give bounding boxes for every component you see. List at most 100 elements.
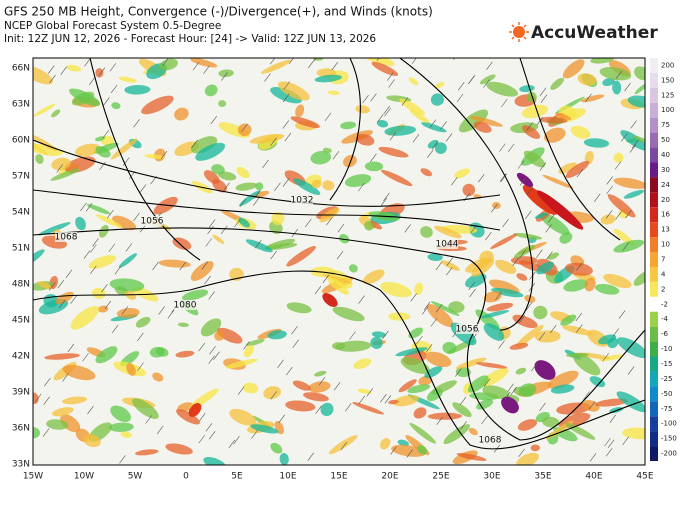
blob: [536, 190, 584, 230]
blob: [94, 136, 106, 142]
blob: [181, 289, 209, 301]
wind-barb: [607, 439, 615, 448]
wind-barb: [57, 280, 65, 289]
wind-barb: [518, 315, 526, 324]
blob: [109, 278, 145, 292]
blob: [339, 234, 350, 244]
wind-barb: [62, 373, 69, 382]
wind-barb: [208, 219, 216, 228]
blob: [362, 58, 395, 66]
wind-barb: [291, 228, 299, 238]
blob: [135, 449, 159, 456]
blob: [475, 362, 508, 369]
wind-barb: [203, 65, 210, 74]
lon-label: 5W: [128, 472, 143, 482]
blob: [118, 253, 138, 268]
wind-barb: [59, 299, 66, 308]
wind-barb: [90, 244, 97, 253]
blob: [526, 91, 537, 103]
wind-barb: [485, 231, 492, 241]
blob: [434, 225, 462, 239]
blob: [421, 122, 447, 133]
blob: [380, 282, 412, 298]
blob: [540, 212, 570, 236]
wind-barb: [270, 137, 277, 146]
wind-barb: [209, 346, 216, 355]
blob: [353, 358, 372, 370]
blob: [523, 150, 546, 168]
wind-barb: [627, 366, 635, 375]
blob: [623, 189, 645, 199]
blob: [413, 407, 427, 419]
wind-barb: [305, 218, 312, 228]
blob: [512, 314, 538, 329]
wind-barb: [606, 176, 614, 185]
wind-barb: [198, 342, 205, 352]
blob: [263, 386, 282, 400]
wind-barb: [199, 413, 206, 422]
wind-barb: [525, 302, 533, 311]
blob: [252, 190, 270, 199]
wind-barb: [632, 140, 639, 149]
wind-barb: [605, 448, 613, 457]
wind-barb: [483, 79, 490, 88]
wind-barb: [384, 108, 391, 117]
wind-barb: [270, 250, 277, 260]
wind-barb: [362, 95, 369, 104]
blob: [95, 346, 118, 364]
wind-barb: [269, 58, 276, 65]
blob: [483, 323, 505, 341]
wind-barb: [270, 391, 277, 400]
blob: [519, 383, 537, 396]
lat-label: 42N: [12, 352, 30, 362]
blob: [486, 81, 519, 97]
wind-barb: [241, 123, 248, 132]
blob: [427, 412, 463, 420]
blob: [264, 243, 298, 250]
colorbar-swatch: [650, 266, 658, 282]
blob: [62, 396, 88, 405]
blob: [393, 395, 419, 407]
blob: [634, 66, 645, 81]
colorbar-swatch: [650, 386, 658, 402]
wind-barb: [467, 76, 475, 85]
blob: [355, 105, 371, 114]
wind-barb: [108, 243, 116, 252]
wind-barb: [430, 318, 438, 327]
wind-barb: [349, 331, 356, 340]
blob: [426, 304, 454, 327]
blob: [613, 152, 624, 163]
wind-barb: [122, 157, 130, 166]
lat-label: 54N: [12, 208, 30, 218]
wind-barb: [446, 257, 454, 266]
colorbar-label: 200: [661, 61, 674, 69]
wind-barb: [331, 61, 339, 71]
colorbar-label: 10: [661, 241, 670, 249]
blob: [613, 239, 645, 253]
blob: [245, 339, 265, 347]
lat-label: 66N: [12, 64, 30, 74]
blob: [516, 452, 539, 465]
blob: [46, 419, 69, 430]
wind-barb: [192, 61, 200, 71]
wind-barb: [47, 65, 55, 74]
wind-barb: [208, 291, 215, 300]
colorbar-swatch: [650, 341, 658, 357]
wind-barb: [121, 306, 129, 315]
wind-barb: [56, 164, 64, 173]
blob: [516, 172, 534, 188]
blob: [152, 372, 164, 382]
lon-label: 15E: [330, 472, 347, 482]
blob: [620, 130, 645, 151]
colorbar-swatch: [650, 401, 658, 417]
blob: [633, 270, 645, 286]
wind-barb: [596, 58, 597, 59]
wind-barb: [545, 224, 552, 233]
blob: [479, 74, 496, 85]
wind-barb: [314, 285, 322, 295]
blob: [112, 215, 137, 231]
blob: [534, 330, 561, 343]
wind-barb: [412, 134, 420, 143]
blob: [398, 379, 417, 393]
blob: [378, 146, 409, 158]
